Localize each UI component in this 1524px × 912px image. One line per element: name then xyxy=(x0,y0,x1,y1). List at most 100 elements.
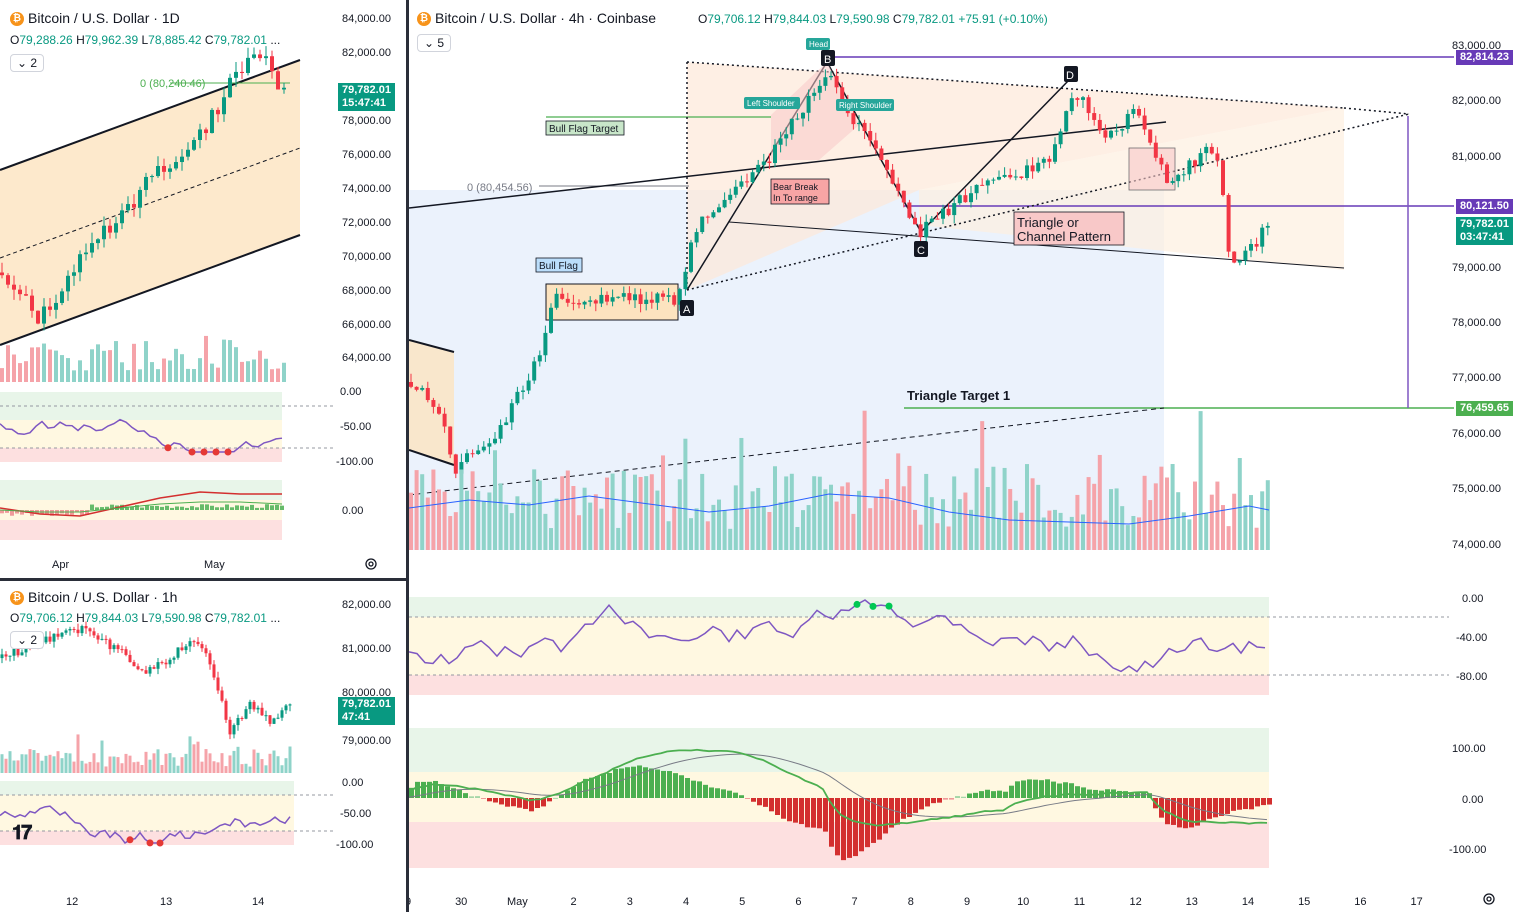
macd-bar xyxy=(155,505,159,510)
candle xyxy=(96,239,100,244)
daily-legend[interactable]: ₿ Bitcoin / U.S. Dollar · 1D xyxy=(10,10,180,27)
candle xyxy=(722,199,727,208)
chevron-down-icon: ⌄ xyxy=(17,56,28,70)
panel-divider-horizontal[interactable] xyxy=(0,578,406,581)
volume-bar xyxy=(801,510,805,550)
fourhour-chart-panel[interactable]: A B C D Bull Flag Target Bull Flag 0 (80… xyxy=(409,0,1524,912)
panel-divider-vertical[interactable] xyxy=(406,0,409,912)
volume-bar xyxy=(1226,526,1231,550)
volume-bar xyxy=(126,370,130,382)
candle xyxy=(144,670,148,674)
candle xyxy=(220,690,224,701)
candle xyxy=(174,162,178,169)
macd-bar xyxy=(805,798,810,828)
candle xyxy=(409,382,413,387)
volume-bar xyxy=(80,760,84,773)
volume-bar xyxy=(236,746,240,773)
daily-indicators-toggle[interactable]: ⌄ 2 xyxy=(10,54,45,72)
volume-bar xyxy=(222,339,226,382)
candle xyxy=(12,284,16,290)
macd-tick: -100.00 xyxy=(1449,844,1486,856)
daily-chart-canvas[interactable]: 84,000.00 82,000.00 78,000.00 76,000.00 74,0… xyxy=(0,0,406,578)
tradingview-logo[interactable]: 𝟏𝟕 xyxy=(12,822,32,844)
candle xyxy=(268,715,272,724)
candle xyxy=(1226,195,1231,252)
candle xyxy=(582,301,587,305)
volume-bar xyxy=(812,476,817,550)
volume-bar xyxy=(280,765,284,773)
candle xyxy=(1058,131,1063,145)
svg-text:D: D xyxy=(1066,70,1074,82)
macd-bar xyxy=(643,767,648,798)
macd-bar xyxy=(1045,779,1050,798)
fourhour-chart-canvas[interactable]: A B C D Bull Flag Target Bull Flag 0 (80… xyxy=(409,0,1524,912)
macd-bar xyxy=(559,794,564,798)
candle xyxy=(728,194,733,200)
gear-icon[interactable] xyxy=(1482,892,1496,906)
macd-bar xyxy=(1027,779,1032,798)
macd-bar xyxy=(493,798,498,803)
macd-bar xyxy=(535,798,540,809)
candle xyxy=(64,630,68,633)
candle xyxy=(188,641,192,647)
candle xyxy=(72,272,76,276)
fourhour-indicators-toggle[interactable]: ⌄ 5 xyxy=(417,34,452,52)
volume-bar xyxy=(1109,489,1113,550)
daily-macd-line xyxy=(0,501,283,513)
daily-time-tick: Apr xyxy=(52,559,69,571)
candle xyxy=(132,662,136,667)
candle xyxy=(459,462,464,474)
macd-bar xyxy=(691,780,696,798)
time-tick: 17 xyxy=(1410,896,1422,908)
candle xyxy=(216,109,220,115)
volume-bar xyxy=(1243,505,1248,550)
hourly-chart-canvas[interactable]: 82,000.00 81,000.00 80,000.00 79,000.00 0.0… xyxy=(0,581,406,912)
volume-bar xyxy=(78,360,82,382)
hourly-indicators-toggle[interactable]: ⌄ 2 xyxy=(10,631,45,649)
time-tick: May xyxy=(507,896,528,908)
volume-bar xyxy=(1181,512,1186,550)
candle xyxy=(200,644,204,649)
macd-bar xyxy=(871,798,876,843)
volume-bar xyxy=(228,755,232,773)
volume-bar xyxy=(72,761,76,773)
volume-bar xyxy=(156,749,160,773)
fourhour-legend[interactable]: ₿ Bitcoin / U.S. Dollar · 4h · Coinbase xyxy=(417,10,656,27)
volume-bar xyxy=(172,757,176,773)
candle xyxy=(180,156,184,163)
candle xyxy=(840,87,845,102)
volume-bar xyxy=(829,484,833,550)
macd-bar xyxy=(230,507,234,510)
candle xyxy=(773,144,777,164)
volume-bar xyxy=(240,361,244,382)
volume-bar xyxy=(823,489,828,550)
volume-bar xyxy=(599,508,604,550)
chevron-down-icon: ⌄ xyxy=(17,633,28,647)
candle xyxy=(212,664,216,678)
volume-bar xyxy=(288,746,292,773)
hourly-chart-panel[interactable]: 82,000.00 81,000.00 80,000.00 79,000.00 0.0… xyxy=(0,581,406,912)
macd-bar xyxy=(577,782,582,798)
macd-bar xyxy=(1237,798,1242,810)
volume-bar xyxy=(728,528,733,550)
macd-bar xyxy=(170,507,174,510)
macd-bar xyxy=(1057,783,1062,798)
volume-bar xyxy=(980,421,985,550)
hourly-legend[interactable]: ₿ Bitcoin / U.S. Dollar · 1h xyxy=(10,589,177,606)
candle xyxy=(896,183,901,191)
candle xyxy=(1131,108,1136,114)
macd-bar xyxy=(907,798,912,817)
daily-chart-panel[interactable]: 84,000.00 82,000.00 78,000.00 76,000.00 74,0… xyxy=(0,0,406,578)
candle xyxy=(108,639,112,650)
volume-bar xyxy=(284,758,288,773)
volume-bar xyxy=(1187,519,1192,550)
volume-bar xyxy=(282,362,286,382)
gear-icon[interactable] xyxy=(364,557,378,571)
volume-bar xyxy=(128,755,132,773)
candle xyxy=(30,295,34,311)
rsi-oversold-dot xyxy=(164,444,172,452)
volume-bar xyxy=(68,753,72,773)
volume-bar xyxy=(24,754,28,773)
macd-bar xyxy=(415,781,420,798)
macd-bar xyxy=(165,505,169,510)
